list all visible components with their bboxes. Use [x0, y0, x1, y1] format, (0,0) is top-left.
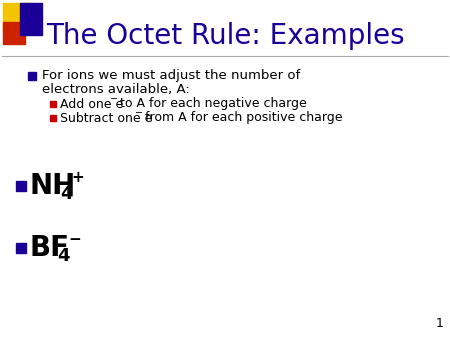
Bar	[16, 243, 26, 253]
Text: electrons available, A:: electrons available, A:	[42, 83, 190, 97]
Text: NH: NH	[30, 172, 76, 200]
Text: BF: BF	[30, 234, 70, 262]
Text: For ions we must adjust the number of: For ions we must adjust the number of	[42, 70, 300, 82]
Text: from A for each positive charge: from A for each positive charge	[141, 112, 342, 124]
Text: to A for each negative charge: to A for each negative charge	[116, 97, 307, 111]
Text: −: −	[110, 94, 118, 104]
Bar	[16, 181, 26, 191]
Bar	[50, 101, 56, 107]
Bar	[3, 3, 33, 31]
Text: 1: 1	[436, 317, 444, 330]
Bar	[3, 22, 25, 44]
Text: −: −	[135, 108, 143, 118]
Bar	[50, 115, 56, 121]
Text: 4: 4	[57, 247, 69, 265]
Bar	[28, 72, 36, 80]
Text: −: −	[68, 232, 81, 246]
Text: +: +	[71, 169, 84, 185]
Bar	[20, 3, 42, 35]
Text: Add one e: Add one e	[60, 97, 123, 111]
Text: 4: 4	[60, 185, 72, 203]
Text: The Octet Rule: Examples: The Octet Rule: Examples	[46, 22, 405, 50]
Text: Subtract one e: Subtract one e	[60, 112, 153, 124]
